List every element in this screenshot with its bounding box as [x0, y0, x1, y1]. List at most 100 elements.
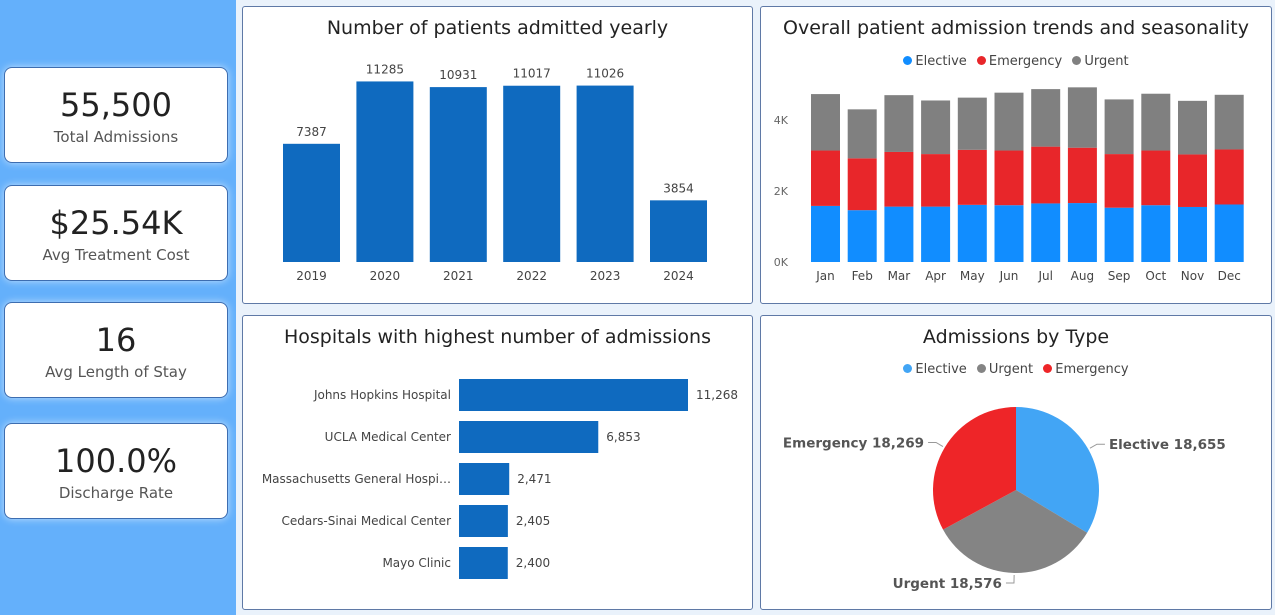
pie-slice-elective — [1016, 407, 1099, 533]
kpi-card-avg-treatment-cost[interactable]: $25.54K Avg Treatment Cost — [4, 185, 228, 281]
leader-line — [1089, 443, 1105, 449]
y-tick-label: Johns Hopkins Hospital — [313, 388, 451, 402]
x-tick-label: Aug — [1071, 269, 1094, 283]
x-tick-label: 2019 — [296, 269, 327, 283]
legend-label: Emergency — [1055, 362, 1129, 377]
kpi-card-discharge-rate[interactable]: 100.0% Discharge Rate — [4, 423, 228, 519]
legend-item-urgent[interactable]: Urgent — [1072, 54, 1129, 69]
legend-item-emergency[interactable]: Emergency — [976, 54, 1063, 69]
kpi-value: 16 — [95, 321, 137, 359]
x-tick-label: Sep — [1108, 269, 1131, 283]
data-label: 11026 — [586, 67, 624, 81]
slice-label: Emergency 18,269 — [783, 435, 924, 451]
x-tick-label: 2022 — [516, 269, 547, 283]
monthly-trends-card[interactable]: Overall patient admission trends and sea… — [760, 6, 1272, 304]
y-tick-label: UCLA Medical Center — [325, 430, 451, 444]
bar-segment-elective — [1141, 205, 1171, 262]
slice-label: Elective 18,655 — [1109, 437, 1226, 453]
data-label: 11,268 — [696, 388, 738, 402]
legend-label: Emergency — [988, 54, 1063, 69]
legend-item-emergency[interactable]: Emergency — [1043, 362, 1129, 377]
data-label: 2,405 — [516, 514, 550, 528]
bar-segment-emergency — [1178, 154, 1207, 207]
bar — [356, 81, 414, 262]
x-tick-label: Apr — [925, 269, 946, 283]
bar-segment-elective — [847, 210, 877, 262]
y-tick-label: 0K — [774, 256, 789, 269]
legend-label: Urgent — [1084, 54, 1129, 69]
y-tick-label: 2K — [774, 185, 789, 198]
kpi-value: 100.0% — [54, 442, 177, 480]
y-tick-label: Massachusetts General Hospi… — [262, 472, 451, 486]
legend-dot — [1043, 364, 1053, 373]
legend-dot — [976, 364, 986, 373]
bar-segment-elective — [1031, 203, 1061, 262]
yearly-admissions-card[interactable]: Number of patients admitted yearly 7387 2… — [242, 6, 753, 304]
kpi-sidebar: 55,500 Total Admissions $25.54K Avg Trea… — [0, 0, 236, 615]
bar-segment-elective — [1214, 204, 1244, 262]
bar-segment-elective — [957, 204, 987, 262]
chart-legend: Elective Emergency Urgent — [761, 54, 1271, 69]
legend-dot — [976, 56, 986, 65]
bar-segment-urgent — [1214, 94, 1244, 150]
kpi-label: Total Admissions — [53, 128, 179, 146]
data-label: 2,400 — [516, 556, 550, 570]
x-tick-label: Jul — [1037, 269, 1052, 283]
bar-segment-elective — [1178, 206, 1207, 262]
bar-segment-emergency — [1214, 149, 1244, 205]
pie-slice-emergency — [933, 407, 1016, 530]
x-tick-label: May — [960, 269, 985, 283]
leader-line — [928, 441, 944, 447]
bar-segment-urgent — [1141, 93, 1171, 151]
bar-segment-urgent — [1104, 99, 1134, 155]
bar-segment-elective — [921, 206, 951, 262]
bar-segment-elective — [994, 205, 1024, 262]
x-tick-label: 2021 — [443, 269, 474, 283]
bar — [283, 143, 340, 262]
bar — [459, 505, 508, 537]
x-tick-label: Feb — [852, 269, 873, 283]
bar — [459, 463, 510, 495]
chart-legend: Elective Urgent Emergency — [761, 362, 1271, 377]
bar — [459, 379, 688, 411]
x-tick-label: 2023 — [590, 269, 621, 283]
y-tick-label: Cedars-Sinai Medical Center — [282, 514, 452, 528]
legend-label: Urgent — [988, 362, 1034, 377]
bar — [650, 200, 707, 262]
kpi-card-total-admissions[interactable]: 55,500 Total Admissions — [4, 67, 228, 163]
leader-line — [1005, 574, 1015, 584]
bar-segment-urgent — [847, 109, 877, 159]
admissions-by-type-chart: Elective 18,655 Urgent 18,576 Emergency 18… — [783, 407, 1226, 592]
hospitals-card[interactable]: Hospitals with highest number of admissi… — [242, 315, 753, 610]
bar-segment-elective — [1067, 203, 1097, 262]
kpi-card-avg-length-of-stay[interactable]: 16 Avg Length of Stay — [4, 302, 228, 398]
legend-item-elective[interactable]: Elective — [903, 54, 967, 69]
kpi-value: 55,500 — [60, 86, 172, 124]
legend-dot — [1072, 56, 1082, 65]
data-label: 7387 — [296, 125, 327, 139]
legend-item-urgent[interactable]: Urgent — [976, 362, 1034, 377]
bar-segment-elective — [1104, 207, 1134, 262]
bar-segment-emergency — [921, 154, 951, 207]
bar-segment-emergency — [957, 149, 987, 205]
chart-title: Number of patients admitted yearly — [326, 17, 669, 39]
x-tick-label: Jun — [999, 269, 1019, 283]
slice-label: Urgent 18,576 — [893, 576, 1002, 592]
kpi-label: Avg Length of Stay — [45, 363, 187, 381]
legend-label: Elective — [915, 54, 967, 69]
bar-segment-emergency — [1031, 146, 1061, 204]
bar-segment-elective — [811, 205, 840, 262]
x-tick-label: Jan — [815, 269, 835, 283]
hospitals-chart: Johns Hopkins Hospital 11,268 UCLA Medical… — [262, 379, 738, 579]
chart-title: Admissions by Type — [922, 326, 1110, 348]
x-tick-label: 2020 — [370, 269, 401, 283]
monthly-trends-chart: 0K 2K 4K Jan Feb Mar Apr May Jun Jul Aug Sep Oct Nov D… — [774, 87, 1244, 283]
kpi-label: Avg Treatment Cost — [42, 246, 190, 264]
admissions-by-type-card[interactable]: Admissions by Type Elective Urgent Emerg… — [760, 315, 1272, 610]
bar — [459, 547, 508, 579]
bar — [576, 85, 634, 262]
bar-segment-urgent — [1178, 100, 1207, 155]
legend-item-elective[interactable]: Elective — [903, 362, 967, 377]
bar-segment-emergency — [847, 158, 877, 211]
legend-dot — [903, 364, 913, 373]
